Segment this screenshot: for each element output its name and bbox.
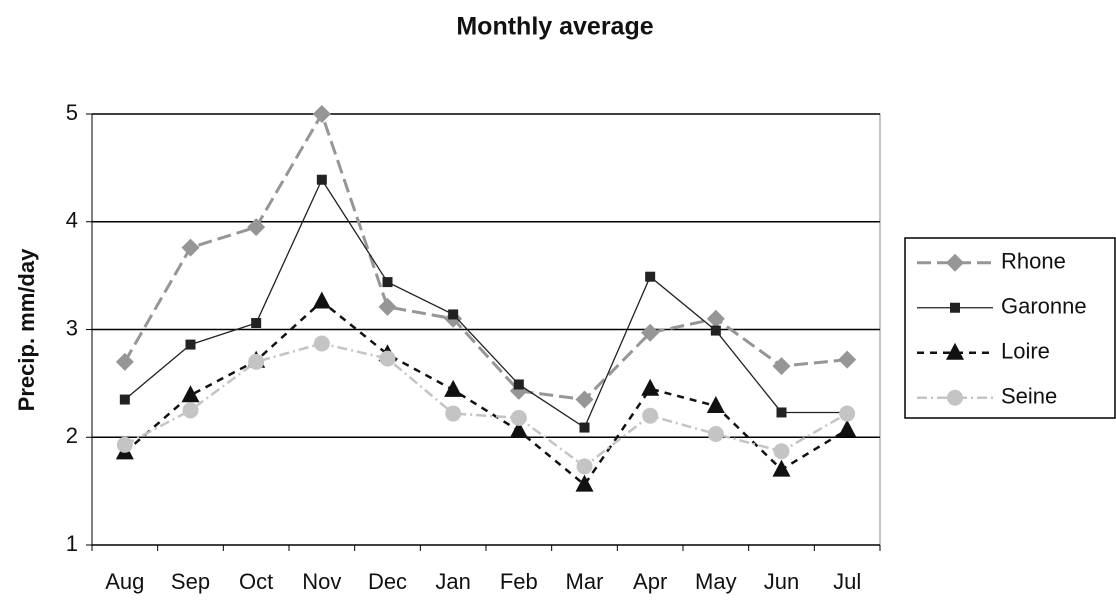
chart-title: Monthly average <box>456 13 653 41</box>
marker <box>185 339 196 350</box>
marker <box>510 409 527 426</box>
marker <box>576 458 593 475</box>
legend-label: Seine <box>1001 384 1057 409</box>
series-line <box>124 342 848 468</box>
marker <box>575 390 594 409</box>
marker <box>313 335 330 352</box>
y-tick-label: 4 <box>66 208 78 233</box>
marker <box>947 389 963 406</box>
marker <box>772 459 791 477</box>
marker <box>706 309 725 328</box>
marker <box>251 318 262 329</box>
marker <box>706 396 725 414</box>
x-tick-label: Jun <box>764 569 799 594</box>
series-line <box>124 178 848 429</box>
legend-label: Loire <box>1001 339 1050 364</box>
x-tick-label: Mar <box>566 569 604 594</box>
marker <box>776 407 787 418</box>
x-tick-label: Sep <box>171 569 210 594</box>
x-tick-label: Apr <box>633 569 667 594</box>
marker <box>707 426 724 443</box>
marker <box>513 379 524 390</box>
marker <box>247 218 266 237</box>
x-tick-label: May <box>695 569 737 594</box>
y-tick-label: 5 <box>66 100 78 125</box>
legend-box <box>904 237 1116 419</box>
marker <box>181 385 200 403</box>
marker <box>115 352 134 371</box>
marker <box>641 378 660 396</box>
marker <box>312 291 331 309</box>
x-tick-label: Dec <box>368 569 407 594</box>
marker <box>773 443 790 460</box>
x-tick-label: Feb <box>500 569 538 594</box>
marker <box>378 297 397 316</box>
marker <box>839 405 856 422</box>
legend-label: Rhone <box>1001 249 1066 274</box>
x-tick-label: Jan <box>435 569 470 594</box>
marker <box>575 474 594 492</box>
series-line <box>124 299 848 487</box>
marker <box>710 325 721 336</box>
x-tick-label: Oct <box>239 569 273 594</box>
y-tick-label: 1 <box>66 531 78 556</box>
marker <box>181 238 200 257</box>
marker <box>946 342 964 360</box>
y-tick-label: 2 <box>66 423 78 448</box>
marker <box>116 436 133 453</box>
marker <box>316 174 327 185</box>
marker <box>312 105 331 123</box>
x-tick-label: Nov <box>302 569 341 594</box>
marker <box>382 277 393 288</box>
marker <box>509 420 528 438</box>
marker <box>448 309 459 320</box>
marker <box>445 405 462 422</box>
marker <box>772 357 791 376</box>
marker <box>379 350 396 367</box>
marker <box>444 379 463 397</box>
marker <box>950 302 960 313</box>
y-axis-label: Precip. mm/day <box>14 248 39 411</box>
legend-label: Garonne <box>1001 294 1087 319</box>
marker <box>642 407 659 424</box>
marker <box>641 323 660 342</box>
marker <box>182 402 199 419</box>
marker <box>946 253 964 272</box>
marker <box>119 394 130 405</box>
marker <box>838 350 857 369</box>
marker <box>645 271 656 282</box>
x-tick-label: Jul <box>833 569 861 594</box>
marker <box>838 419 857 437</box>
marker <box>248 353 265 370</box>
y-tick-label: 3 <box>66 315 78 340</box>
marker <box>579 422 590 433</box>
x-tick-label: Aug <box>105 569 144 594</box>
series-line <box>123 110 848 402</box>
